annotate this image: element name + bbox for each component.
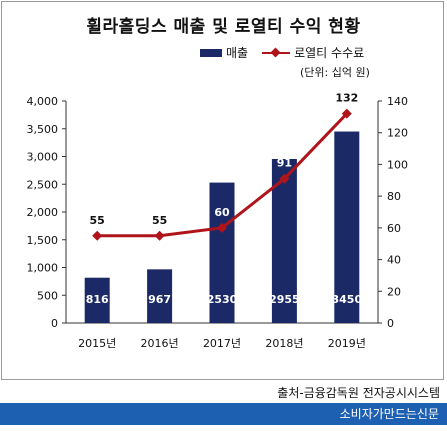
right-tick-label: 60 — [387, 222, 401, 235]
bar — [147, 269, 173, 323]
bar-value-label: 2955 — [269, 293, 300, 306]
left-tick-label: 2,500 — [27, 178, 59, 191]
line-point — [92, 230, 103, 241]
chart-title: 휠라홀딩스 매출 및 로열티 수익 현황 — [86, 17, 361, 37]
line-value-label: 55 — [152, 214, 167, 227]
legend: 매출 로열티 수수료 — [200, 44, 364, 61]
right-tick-label: 40 — [387, 254, 401, 267]
line-value-label: 91 — [277, 157, 292, 170]
legend-item-sales: 매출 — [226, 46, 249, 60]
bar — [84, 277, 110, 323]
right-tick-label: 0 — [387, 317, 394, 330]
bar-value-label: 3450 — [331, 293, 362, 306]
x-tick-label: 2015년 — [78, 337, 116, 350]
right-tick-label: 20 — [387, 285, 401, 298]
left-tick-label: 1,000 — [27, 262, 59, 275]
legend-item-royalty: 로열티 수수료 — [294, 46, 365, 60]
left-tick-label: 1,500 — [27, 234, 59, 247]
right-tick-label: 100 — [387, 158, 408, 171]
source-note: 출처-금융감독원 전자공시시스템 — [277, 386, 440, 400]
left-tick-label: 3,500 — [27, 123, 59, 136]
legend-bar-swatch — [200, 48, 222, 57]
line-point — [279, 173, 290, 184]
bar-value-label: 967 — [148, 293, 171, 306]
x-tick-label: 2016년 — [141, 337, 179, 350]
x-tick-label: 2019년 — [328, 337, 366, 350]
left-tick-label: 500 — [37, 289, 58, 302]
bar — [209, 182, 235, 323]
line-value-label: 60 — [214, 206, 230, 219]
left-tick-label: 2,000 — [27, 206, 59, 219]
line-point — [341, 108, 352, 119]
bar — [334, 131, 360, 323]
bar-value-label: 816 — [86, 293, 109, 306]
x-tick-label: 2017년 — [203, 337, 241, 350]
right-tick-label: 120 — [387, 127, 408, 140]
publisher-footer: 소비자가만드는신문 — [0, 403, 447, 425]
left-tick-label: 3,000 — [27, 151, 59, 164]
line-point — [217, 222, 227, 233]
unit-note: (단위: 십억 원) — [300, 66, 370, 79]
line-point — [154, 230, 165, 241]
line-value-label: 132 — [335, 92, 358, 105]
x-tick-label: 2018년 — [265, 337, 303, 350]
left-tick-label: 0 — [51, 317, 58, 330]
legend-line-swatch — [262, 48, 291, 58]
line-value-label: 55 — [90, 214, 105, 227]
right-tick-label: 140 — [387, 95, 408, 108]
right-tick-label: 80 — [387, 190, 401, 203]
bar-value-label: 2530 — [207, 293, 238, 306]
left-tick-label: 4,000 — [27, 95, 59, 108]
